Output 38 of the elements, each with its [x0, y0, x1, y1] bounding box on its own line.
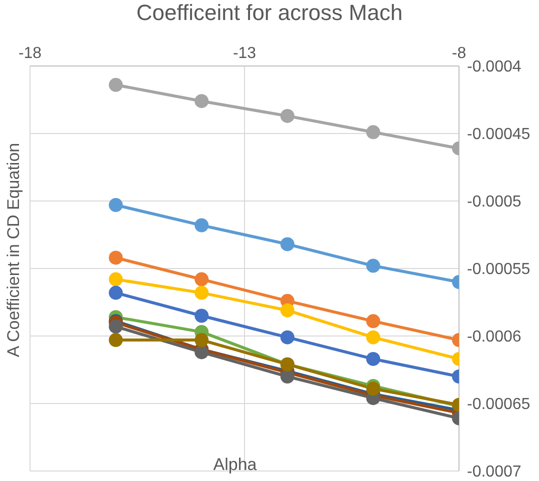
point	[366, 258, 380, 273]
y-tick-label: -0.00065	[467, 396, 530, 414]
point	[108, 333, 123, 348]
point	[280, 237, 294, 252]
point	[194, 345, 209, 360]
y-axis-title: A Coefficient in CD Equation	[4, 142, 24, 358]
point	[194, 286, 209, 300]
point	[108, 272, 123, 286]
y-tick-label: -0.0005	[467, 194, 522, 211]
point	[366, 125, 380, 140]
x-tick-label: -8	[452, 45, 466, 62]
y-tick-label: -0.00055	[467, 261, 530, 278]
point	[366, 330, 380, 344]
y-tick-label: -0.0007	[467, 464, 522, 481]
point	[194, 218, 209, 232]
x-tick-label: -18	[18, 45, 42, 62]
point	[194, 333, 209, 348]
point	[366, 314, 380, 328]
y-tick-label: -0.00045	[467, 126, 530, 144]
point	[108, 198, 123, 212]
point	[108, 78, 123, 92]
point	[366, 352, 380, 366]
point	[280, 330, 294, 344]
point	[194, 308, 209, 323]
point	[108, 286, 123, 300]
chart-title: Coefficeint for across Mach	[135, 0, 404, 26]
point	[280, 108, 294, 123]
point	[280, 303, 294, 318]
point	[108, 250, 123, 265]
point	[280, 370, 294, 384]
point	[366, 382, 380, 396]
point	[108, 320, 123, 334]
y-tick-label: -0.0004	[467, 58, 522, 76]
y-tick-label: -0.0006	[467, 328, 522, 346]
point	[194, 94, 209, 108]
x-tick-label: -13	[232, 45, 256, 62]
x-axis-title: Alpha	[213, 455, 257, 474]
point	[194, 272, 209, 286]
